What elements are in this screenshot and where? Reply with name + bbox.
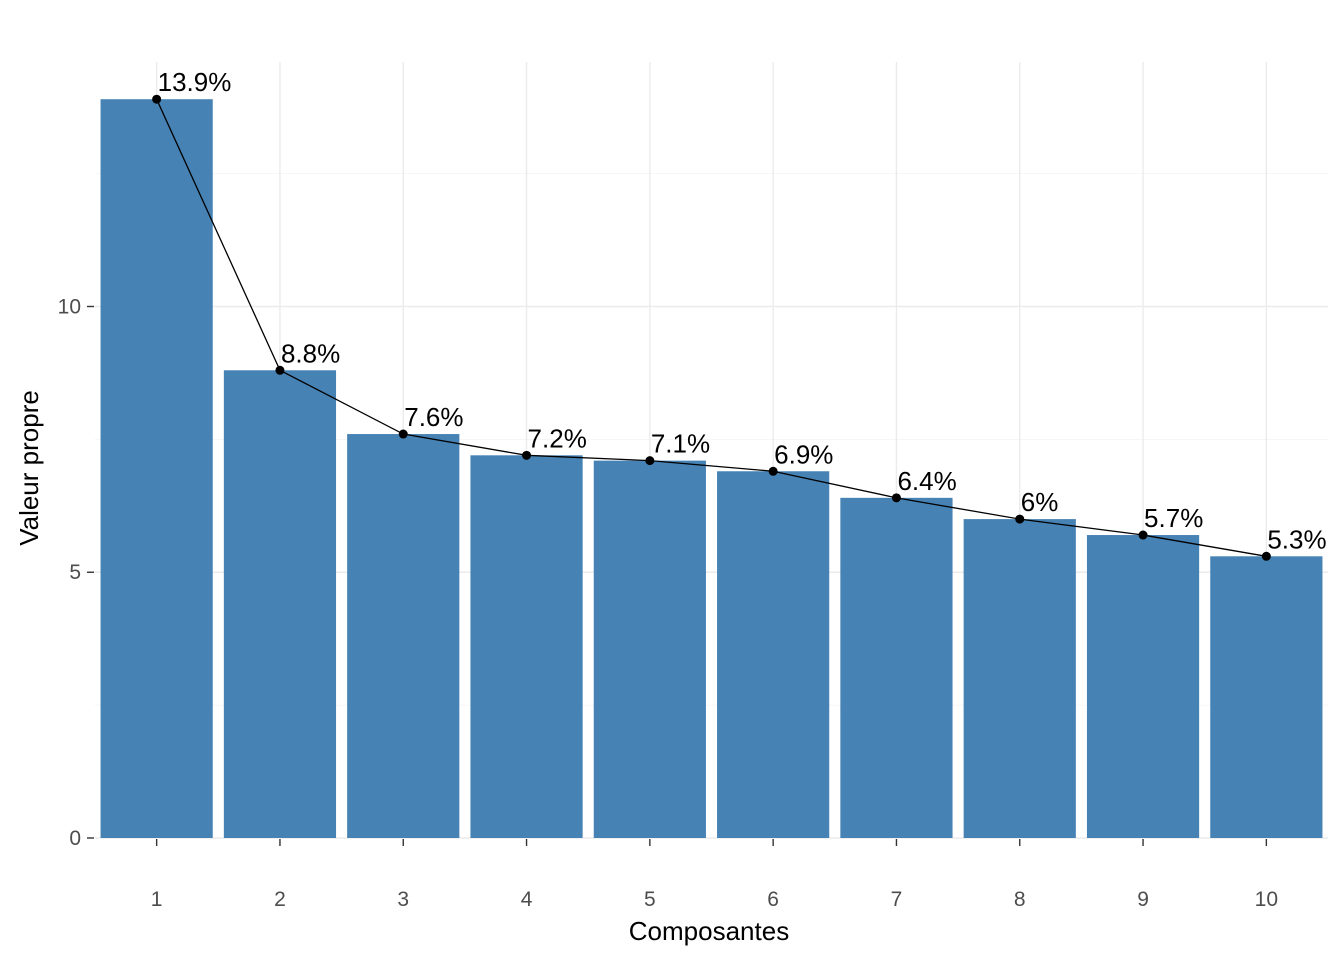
- points: [152, 94, 1271, 561]
- bar-label-8: 6%: [1021, 487, 1059, 517]
- bar-label-7: 6.4%: [897, 466, 956, 496]
- bar-1: [100, 99, 213, 838]
- bar-label-1: 13.9%: [158, 67, 232, 97]
- x-tick-label: 3: [397, 888, 409, 911]
- x-tick-label: 7: [891, 888, 903, 911]
- bar-2: [223, 370, 337, 838]
- bar-10: [1210, 556, 1323, 838]
- point-3: [398, 429, 408, 439]
- point-2: [275, 365, 285, 375]
- x-tick-label: 9: [1137, 888, 1149, 911]
- bar-7: [840, 497, 953, 838]
- point-6: [768, 466, 778, 476]
- x-tick-label: 8: [1014, 888, 1026, 911]
- point-4: [522, 450, 532, 460]
- y-axis-title: Valeur propre: [14, 390, 44, 546]
- x-axis-title: Composantes: [629, 916, 789, 946]
- y-axis: 0 5 10: [58, 295, 94, 850]
- bar-5: [593, 460, 706, 838]
- trend-polyline: [156, 98, 1267, 557]
- bar-3: [347, 434, 460, 838]
- x-tick-label: 5: [644, 888, 656, 911]
- bar-label-9: 5.7%: [1144, 503, 1203, 533]
- bar-label-2: 8.8%: [281, 338, 340, 368]
- point-7: [891, 493, 901, 503]
- bar-label-3: 7.6%: [404, 402, 463, 432]
- bar-4: [470, 455, 583, 838]
- x-axis: 1 2 3 4 5 6 7 8 9 10: [151, 839, 1278, 911]
- bar-6: [717, 471, 830, 838]
- point-10: [1261, 551, 1271, 561]
- point-8: [1015, 514, 1025, 524]
- bar-label-5: 7.1%: [651, 429, 710, 459]
- point-5: [645, 456, 655, 466]
- bar-label-6: 6.9%: [774, 439, 833, 469]
- x-tick-label: 1: [151, 888, 163, 911]
- trend-line: [156, 98, 1267, 557]
- x-tick-label: 10: [1255, 888, 1278, 911]
- point-1: [152, 94, 162, 104]
- y-tick-label: 0: [69, 827, 81, 850]
- x-tick-label: 4: [521, 888, 533, 911]
- bar-label-4: 7.2%: [528, 423, 587, 453]
- bars: [100, 99, 1323, 838]
- bar-9: [1086, 535, 1200, 838]
- y-tick-label: 5: [69, 561, 81, 584]
- x-tick-label: 6: [767, 888, 779, 911]
- x-tick-label: 2: [274, 888, 286, 911]
- point-9: [1138, 530, 1148, 540]
- bar-8: [963, 519, 1076, 838]
- y-tick-label: 10: [58, 295, 81, 318]
- bar-label-10: 5.3%: [1267, 524, 1326, 554]
- bar-labels: 13.9% 8.8% 7.6% 7.2% 7.1% 6.9% 6.4% 6% 5.7% 5.3%: [158, 67, 1327, 554]
